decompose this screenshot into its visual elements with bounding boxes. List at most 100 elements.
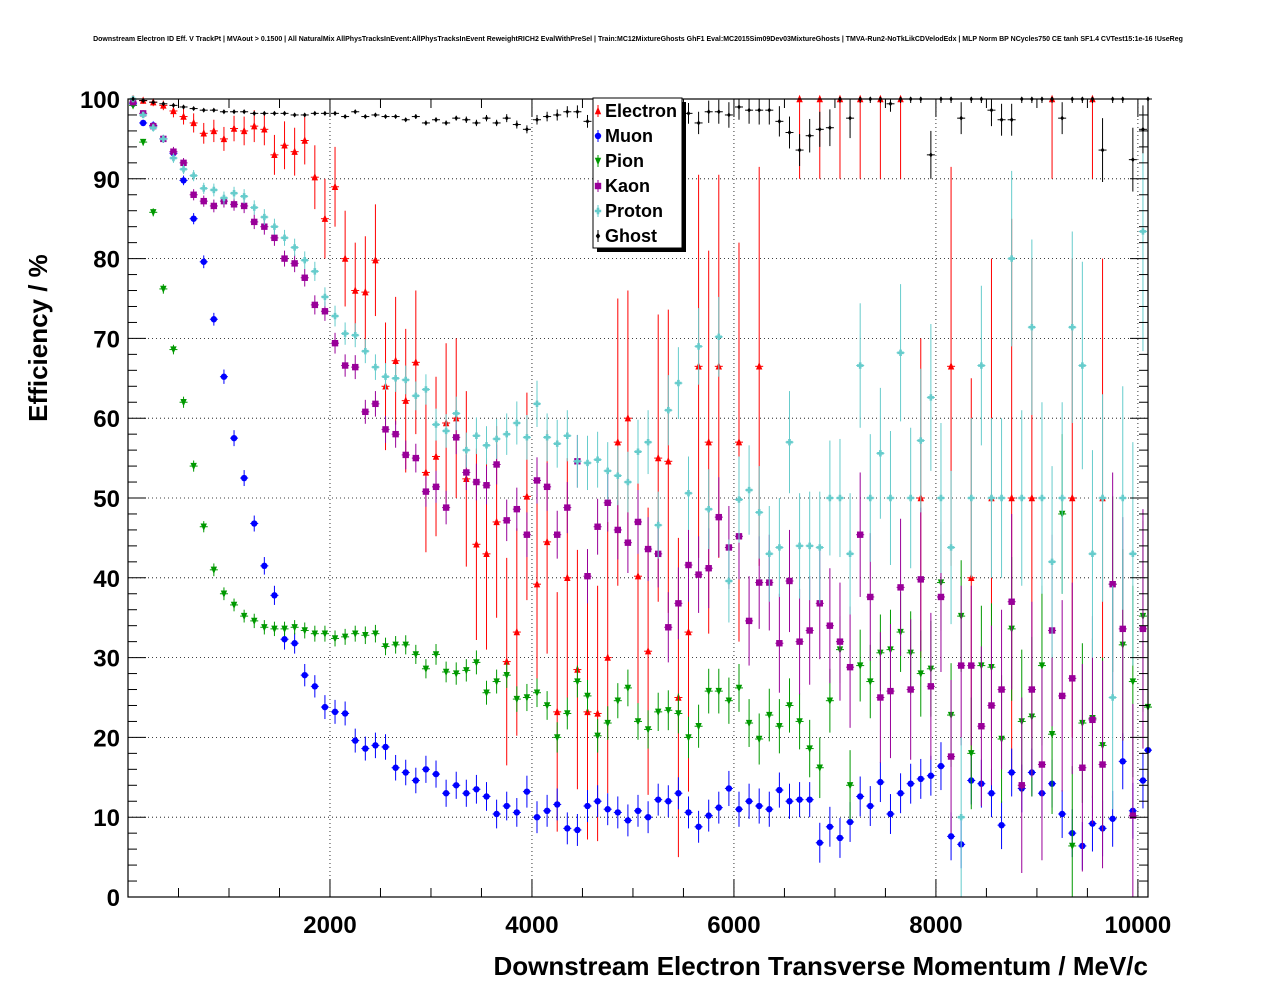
data-point-proton bbox=[482, 426, 491, 465]
data-point-proton bbox=[442, 414, 451, 448]
data-point-proton bbox=[815, 491, 824, 604]
data-point-kaon bbox=[795, 588, 804, 695]
data-point-pion bbox=[714, 668, 723, 714]
data-point-proton bbox=[926, 324, 935, 471]
data-point-proton bbox=[452, 396, 461, 431]
data-point-pion bbox=[361, 626, 370, 645]
data-point-proton bbox=[502, 413, 511, 455]
data-point-kaon bbox=[785, 529, 794, 633]
data-point-pion bbox=[512, 686, 521, 712]
data-point-kaon bbox=[432, 470, 441, 503]
data-point-ghost bbox=[745, 99, 754, 124]
x-tick-label: 8000 bbox=[909, 912, 962, 939]
data-point-pion bbox=[684, 716, 693, 759]
data-point-muon bbox=[361, 736, 370, 761]
data-point-electron bbox=[1088, 94, 1097, 179]
data-point-ghost bbox=[1007, 103, 1016, 136]
data-point-muon bbox=[734, 791, 743, 827]
data-point-muon bbox=[613, 796, 622, 829]
data-point-proton bbox=[533, 380, 542, 427]
data-point-muon bbox=[694, 810, 703, 843]
data-point-ghost bbox=[1017, 96, 1026, 103]
data-point-kaon bbox=[250, 214, 259, 230]
data-point-proton bbox=[724, 539, 733, 623]
data-point-electron bbox=[310, 145, 319, 210]
data-point-muon bbox=[775, 772, 784, 808]
data-point-proton bbox=[351, 323, 360, 348]
data-point-muon bbox=[866, 786, 875, 826]
data-point-electron bbox=[320, 178, 329, 259]
data-point-muon bbox=[825, 806, 834, 847]
data-point-electron bbox=[1048, 94, 1057, 179]
data-point-proton bbox=[684, 456, 693, 530]
data-point-kaon bbox=[1058, 600, 1067, 792]
data-point-kaon bbox=[926, 612, 935, 760]
data-point-kaon bbox=[896, 518, 905, 657]
data-point-kaon bbox=[674, 567, 683, 640]
data-point-pion bbox=[442, 661, 451, 683]
data-point-muon bbox=[522, 775, 531, 808]
data-point-electron bbox=[876, 94, 885, 179]
data-point-pion bbox=[785, 678, 794, 733]
data-point-ghost bbox=[977, 96, 986, 103]
legend-label: Kaon bbox=[605, 176, 650, 196]
data-point-electron bbox=[856, 94, 865, 179]
data-point-muon bbox=[785, 783, 794, 819]
data-point-pion bbox=[805, 719, 814, 778]
data-point-proton bbox=[1007, 170, 1016, 347]
data-point-ghost bbox=[240, 109, 249, 115]
data-point-pion bbox=[856, 629, 865, 702]
data-point-ghost bbox=[997, 103, 1006, 136]
data-point-ghost bbox=[1037, 96, 1046, 103]
data-point-electron bbox=[300, 116, 309, 165]
data-point-pion bbox=[765, 688, 774, 742]
x-tick-label: 2000 bbox=[303, 912, 356, 939]
data-point-ghost bbox=[472, 119, 481, 127]
data-point-proton bbox=[573, 434, 582, 488]
data-point-ghost bbox=[320, 110, 329, 116]
data-point-muon bbox=[906, 763, 915, 804]
data-point-kaon bbox=[886, 624, 895, 759]
data-point-pion bbox=[583, 679, 592, 712]
data-point-ghost bbox=[947, 96, 956, 103]
data-point-kaon bbox=[341, 354, 350, 377]
data-point-proton bbox=[139, 111, 148, 119]
data-point-ghost bbox=[765, 99, 774, 125]
data-point-proton bbox=[189, 170, 198, 182]
data-point-proton bbox=[856, 303, 865, 428]
legend-entry-muon: Muon bbox=[594, 126, 653, 146]
data-point-pion bbox=[159, 284, 168, 294]
data-point-ghost bbox=[704, 100, 713, 123]
data-point-proton bbox=[260, 209, 269, 226]
data-point-proton bbox=[320, 287, 329, 307]
data-point-proton bbox=[947, 470, 956, 625]
data-point-kaon bbox=[1138, 509, 1147, 749]
y-tick-label: 100 bbox=[80, 87, 120, 114]
data-point-ghost bbox=[785, 116, 794, 149]
data-point-muon bbox=[593, 785, 602, 818]
data-point-proton bbox=[462, 432, 471, 468]
data-point-ghost bbox=[805, 118, 814, 153]
data-point-ghost bbox=[866, 96, 875, 103]
y-tick-label: 20 bbox=[93, 725, 120, 752]
data-point-muon bbox=[795, 782, 804, 818]
data-point-proton bbox=[644, 410, 653, 475]
data-point-proton bbox=[1088, 450, 1097, 658]
data-point-proton bbox=[734, 456, 743, 543]
data-point-muon bbox=[512, 798, 521, 827]
legend-entry-proton: Proton bbox=[594, 201, 663, 221]
data-point-ghost bbox=[916, 96, 925, 103]
data-point-proton bbox=[280, 229, 289, 246]
data-point-pion bbox=[502, 662, 511, 688]
data-point-muon bbox=[260, 557, 269, 575]
data-point-muon bbox=[896, 773, 905, 814]
data-point-proton bbox=[916, 368, 925, 513]
data-point-ghost bbox=[341, 113, 350, 120]
data-point-ghost bbox=[452, 115, 461, 121]
data-point-pion bbox=[593, 719, 602, 753]
data-point-kaon bbox=[835, 582, 844, 701]
data-point-kaon bbox=[482, 466, 491, 505]
data-point-proton bbox=[169, 153, 178, 163]
data-point-muon bbox=[209, 312, 218, 326]
data-point-pion bbox=[694, 704, 703, 748]
